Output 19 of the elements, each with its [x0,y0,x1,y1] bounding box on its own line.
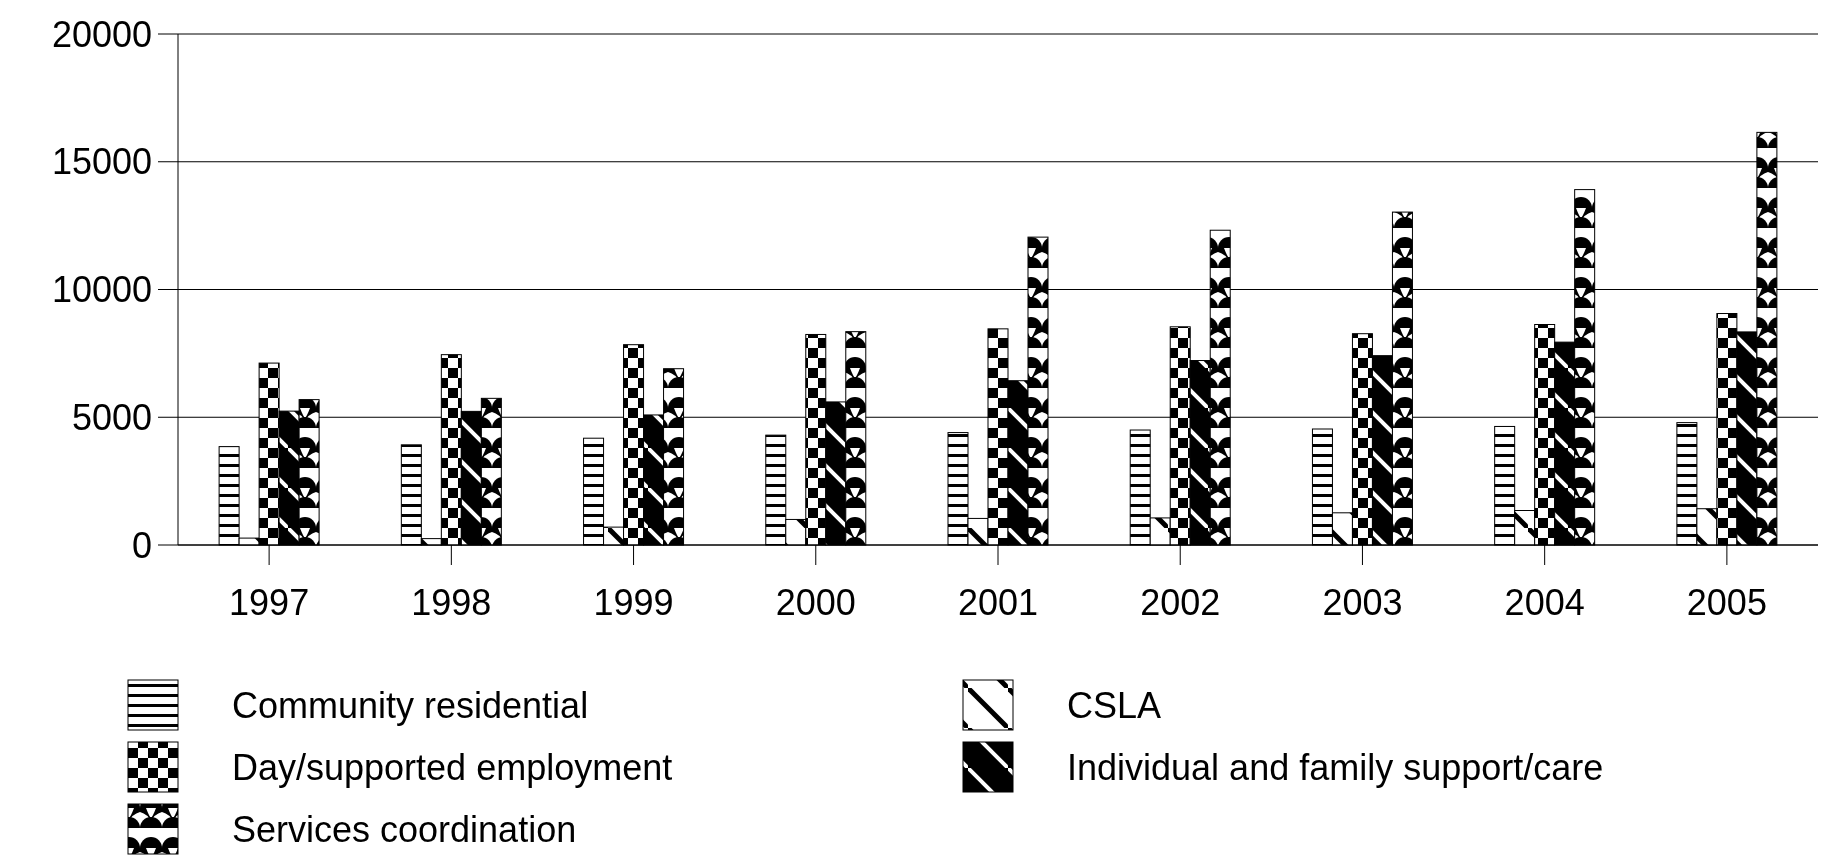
legend-label: Services coordination [232,808,577,850]
x-tick-label: 1998 [411,582,492,623]
y-tick-label: 5000 [71,396,152,438]
x-tick-label: 2003 [1322,582,1403,623]
legend-label: Individual and family support/care [1067,746,1604,788]
y-tick-label: 15000 [51,141,152,183]
y-tick-label: 20000 [51,13,152,55]
x-tick-label: 2005 [1686,582,1767,623]
x-tick-label: 1999 [593,582,674,623]
y-tick-label: 0 [131,524,152,566]
legend-label: Day/supported employment [232,746,673,788]
x-tick-label: 2001 [957,582,1039,623]
legend-label: CSLA [1067,684,1162,726]
x-tick-label: 2004 [1504,582,1585,623]
y-tick-label: 10000 [51,269,152,311]
x-tick-label: 2000 [775,582,856,623]
x-tick-label: 1997 [229,582,310,623]
legend-label: Community residential [232,684,589,726]
x-tick-label: 2002 [1140,582,1221,623]
